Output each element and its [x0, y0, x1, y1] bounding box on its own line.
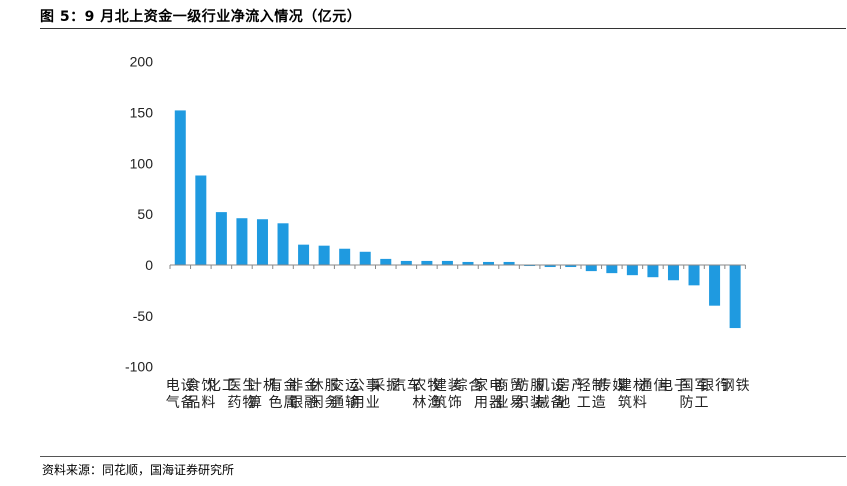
category-label: 电气设备	[166, 378, 195, 411]
category-label: 农林牧渔	[412, 378, 441, 411]
bar	[380, 258, 392, 265]
category-label: 机械设备	[536, 378, 565, 411]
bar	[667, 265, 679, 281]
category-label: 钢铁	[721, 378, 750, 394]
category-label: 轻工制造	[577, 378, 606, 411]
category-label: 银行	[700, 378, 729, 394]
bar	[400, 260, 412, 265]
y-tick-label: 150	[130, 104, 154, 120]
y-tick-label: 50	[137, 206, 153, 222]
bar	[688, 265, 700, 286]
category-label: 非银金融	[289, 378, 318, 411]
category-label: 电子	[659, 378, 688, 394]
bar	[544, 265, 556, 268]
bar	[215, 212, 227, 265]
bar	[339, 248, 351, 265]
top-rule	[40, 28, 846, 29]
bar	[421, 260, 433, 265]
bottom-rule	[40, 456, 846, 457]
y-tick-label: -100	[125, 359, 153, 375]
category-label: 商业贸易	[495, 378, 524, 411]
bar	[565, 265, 577, 268]
bar	[256, 219, 268, 265]
bar	[441, 260, 453, 265]
category-label: 公用事业	[351, 378, 380, 411]
category-label: 化工	[207, 378, 236, 394]
bar	[462, 261, 474, 265]
y-tick-label: 0	[145, 257, 153, 273]
bar	[359, 251, 371, 265]
category-label: 有色金属	[269, 378, 298, 411]
y-tick-label: 100	[130, 155, 154, 171]
bar	[729, 265, 741, 329]
category-label: 国防军工	[680, 378, 709, 411]
category-label: 建筑装饰	[433, 378, 462, 411]
bar	[709, 265, 721, 306]
bar	[503, 261, 515, 265]
bar	[606, 265, 618, 274]
category-label: 医药生物	[227, 378, 256, 411]
category-label: 食品饮料	[186, 377, 215, 411]
category-label: 房地产	[556, 378, 585, 411]
category-label: 通信	[638, 378, 667, 394]
bar	[483, 261, 495, 265]
bar	[318, 245, 330, 265]
bar	[174, 110, 186, 265]
bar	[298, 244, 310, 265]
category-label: 计算机	[248, 378, 277, 411]
category-label: 纺织服装	[515, 378, 544, 411]
category-label: 传媒	[597, 378, 626, 394]
category-label: 交通运输	[330, 377, 359, 411]
bar	[626, 265, 638, 276]
bar	[524, 265, 536, 267]
category-label: 休闲服务	[310, 378, 339, 411]
category-label: 家用电器	[474, 377, 503, 411]
bar	[647, 265, 659, 278]
category-label: 建筑材料	[618, 378, 647, 411]
category-label: 综合	[453, 378, 482, 394]
y-tick-label: -50	[133, 308, 153, 324]
figure-title: 图 5：9 月北上资金一级行业净流入情况（亿元）	[40, 9, 362, 25]
bar	[195, 175, 207, 265]
bar	[236, 218, 248, 265]
y-tick-label: 200	[130, 54, 154, 70]
source-note: 资料来源：同花顺，国海证券研究所	[42, 463, 235, 477]
category-label: 汽车	[392, 377, 421, 394]
category-label: 采掘	[371, 378, 400, 394]
bar	[277, 223, 289, 265]
bar-chart: 200 150 100 50 0 -50 -100 电气设备食品饮料化工医药生物计算机有色金属…	[125, 54, 750, 411]
bar	[585, 265, 597, 272]
